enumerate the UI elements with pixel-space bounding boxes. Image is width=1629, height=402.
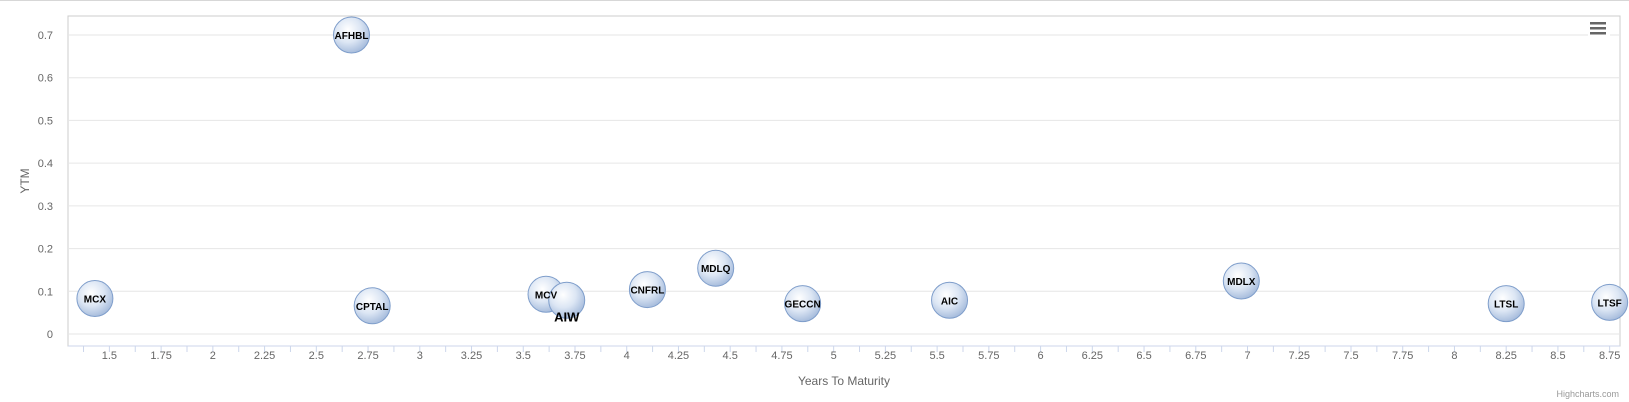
data-label-ltsf: LTSF — [1598, 298, 1622, 309]
x-tick-label: 3 — [417, 350, 423, 362]
data-label-cptal: CPTAL — [356, 302, 389, 313]
data-point-ltsl — [1487, 285, 1525, 323]
data-label-aic: AIC — [941, 296, 958, 307]
x-tick-label: 2 — [210, 350, 216, 362]
data-label-mdlx: MDLX — [1227, 277, 1256, 288]
data-label-aiw: AIW — [554, 309, 580, 324]
top-border — [0, 0, 1629, 1]
x-tick-label: 3.75 — [564, 350, 585, 362]
data-label-mcv: MCV — [535, 290, 558, 301]
x-tick-label: 1.5 — [102, 350, 117, 362]
x-tick-label: 7.25 — [1289, 350, 1310, 362]
data-label-mcx: MCX — [84, 295, 107, 306]
x-tick-label: 4 — [624, 350, 630, 362]
y-tick-label: 0.6 — [38, 73, 53, 85]
y-axis-title: YTM — [18, 168, 32, 193]
data-point-mdlx — [1222, 262, 1260, 300]
x-axis-labels: 1.5 1.75 2 2.25 2.5 2.75 3 3.25 3.5 3.75 4 4.25 4.5 4… — [83, 346, 1620, 362]
data-point-afhbl — [332, 16, 370, 54]
y-tick-label: 0 — [47, 329, 53, 341]
x-tick-label: 2.25 — [254, 350, 275, 362]
x-tick-label: 8 — [1451, 350, 1457, 362]
data-label-cnfrl: CNFRL — [630, 286, 664, 297]
x-tick-label: 3.25 — [461, 350, 482, 362]
y-axis-labels: 0 0.1 0.2 0.3 0.4 0.5 0.6 0.7 — [38, 30, 53, 341]
data-label-ltsl: LTSL — [1494, 300, 1518, 311]
credits-link[interactable]: Highcharts.com — [1556, 389, 1619, 399]
y-tick-label: 0.4 — [38, 158, 53, 170]
x-tick-label: 4.25 — [668, 350, 689, 362]
data-label-mdlq: MDLQ — [701, 264, 731, 275]
x-axis-title: Years To Maturity — [798, 374, 890, 388]
x-tick-label: 5 — [831, 350, 837, 362]
data-label-geccn: GECCN — [785, 300, 821, 311]
x-tick-label: 6 — [1038, 350, 1044, 362]
data-point-geccn — [784, 285, 822, 323]
data-point-ltsf — [1591, 283, 1629, 321]
x-tick-label: 5.25 — [875, 350, 896, 362]
data-label-afhbl: AFHBL — [335, 31, 369, 42]
data-point-mdlq — [697, 249, 735, 287]
y-tick-label: 0.1 — [38, 286, 53, 298]
data-points: AFHBL MCX CPTAL MCV AIW CNFRL MDLQ GECCN AIC MDLX… — [76, 16, 1629, 325]
x-tick-label: 2.75 — [357, 350, 378, 362]
x-tick-label: 7 — [1244, 350, 1250, 362]
data-point-mcx — [76, 280, 114, 318]
hamburger-menu-icon[interactable] — [1588, 20, 1610, 38]
x-tick-label: 7.75 — [1392, 350, 1413, 362]
x-tick-label: 8.75 — [1599, 350, 1620, 362]
x-tick-label: 6.5 — [1136, 350, 1151, 362]
data-point-cnfrl — [628, 271, 666, 309]
y-tick-label: 0.3 — [38, 201, 53, 213]
data-point-cptal — [353, 287, 391, 325]
y-tick-label: 0.5 — [38, 115, 53, 127]
x-tick-label: 6.25 — [1082, 350, 1103, 362]
x-tick-label: 2.5 — [309, 350, 324, 362]
x-tick-label: 8.25 — [1495, 350, 1516, 362]
x-tick-label: 4.5 — [723, 350, 738, 362]
x-tick-label: 3.5 — [516, 350, 531, 362]
x-tick-label: 4.75 — [771, 350, 792, 362]
plot-area — [67, 15, 1621, 347]
x-tick-label: 5.75 — [978, 350, 999, 362]
x-tick-label: 6.75 — [1185, 350, 1206, 362]
x-tick-label: 8.5 — [1550, 350, 1565, 362]
data-point-aiw — [548, 281, 586, 319]
data-point-aic — [931, 281, 969, 319]
y-grid-lines — [68, 34, 1620, 335]
x-tick-label: 1.75 — [150, 350, 171, 362]
x-tick-label: 5.5 — [929, 350, 944, 362]
y-tick-label: 0.2 — [38, 244, 53, 256]
x-tick-label: 7.5 — [1343, 350, 1358, 362]
y-tick-label: 0.7 — [38, 30, 53, 42]
